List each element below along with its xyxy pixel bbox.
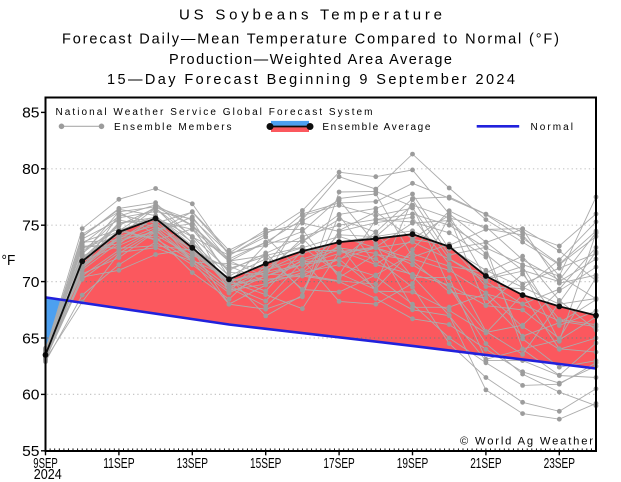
svg-text:Forecast Daily—Mean Temperatur: Forecast Daily—Mean Temperature Compared… bbox=[62, 31, 559, 47]
svg-text:55: 55 bbox=[22, 443, 39, 460]
svg-text:13SEP: 13SEP bbox=[177, 456, 208, 472]
svg-text:National Weather Service Globa: National Weather Service Global Forecast… bbox=[56, 107, 373, 118]
svg-text:°F: °F bbox=[2, 252, 16, 269]
svg-text:15—Day Forecast Beginning 9 Se: 15—Day Forecast Beginning 9 September 20… bbox=[107, 72, 515, 88]
svg-text:9SEP: 9SEP bbox=[33, 456, 58, 472]
svg-text:15SEP: 15SEP bbox=[250, 456, 281, 472]
svg-text:60: 60 bbox=[22, 387, 39, 404]
svg-text:23SEP: 23SEP bbox=[544, 456, 575, 472]
svg-text:75: 75 bbox=[22, 218, 39, 235]
svg-text:65: 65 bbox=[22, 330, 39, 347]
svg-text:Ensemble Members: Ensemble Members bbox=[114, 122, 232, 133]
svg-text:Production—Weighted Area Avera: Production—Weighted Area Average bbox=[169, 52, 452, 68]
svg-text:19SEP: 19SEP bbox=[397, 456, 428, 472]
svg-text:80: 80 bbox=[22, 161, 39, 178]
svg-text:Ensemble Average: Ensemble Average bbox=[322, 122, 430, 133]
svg-text:11SEP: 11SEP bbox=[103, 456, 134, 472]
svg-text:© World Ag Weather: © World Ag Weather bbox=[460, 436, 593, 448]
svg-text:21SEP: 21SEP bbox=[470, 456, 501, 472]
svg-text:85: 85 bbox=[22, 105, 39, 122]
svg-text:2024: 2024 bbox=[34, 467, 62, 482]
svg-text:70: 70 bbox=[22, 274, 39, 291]
svg-text:17SEP: 17SEP bbox=[323, 456, 354, 472]
